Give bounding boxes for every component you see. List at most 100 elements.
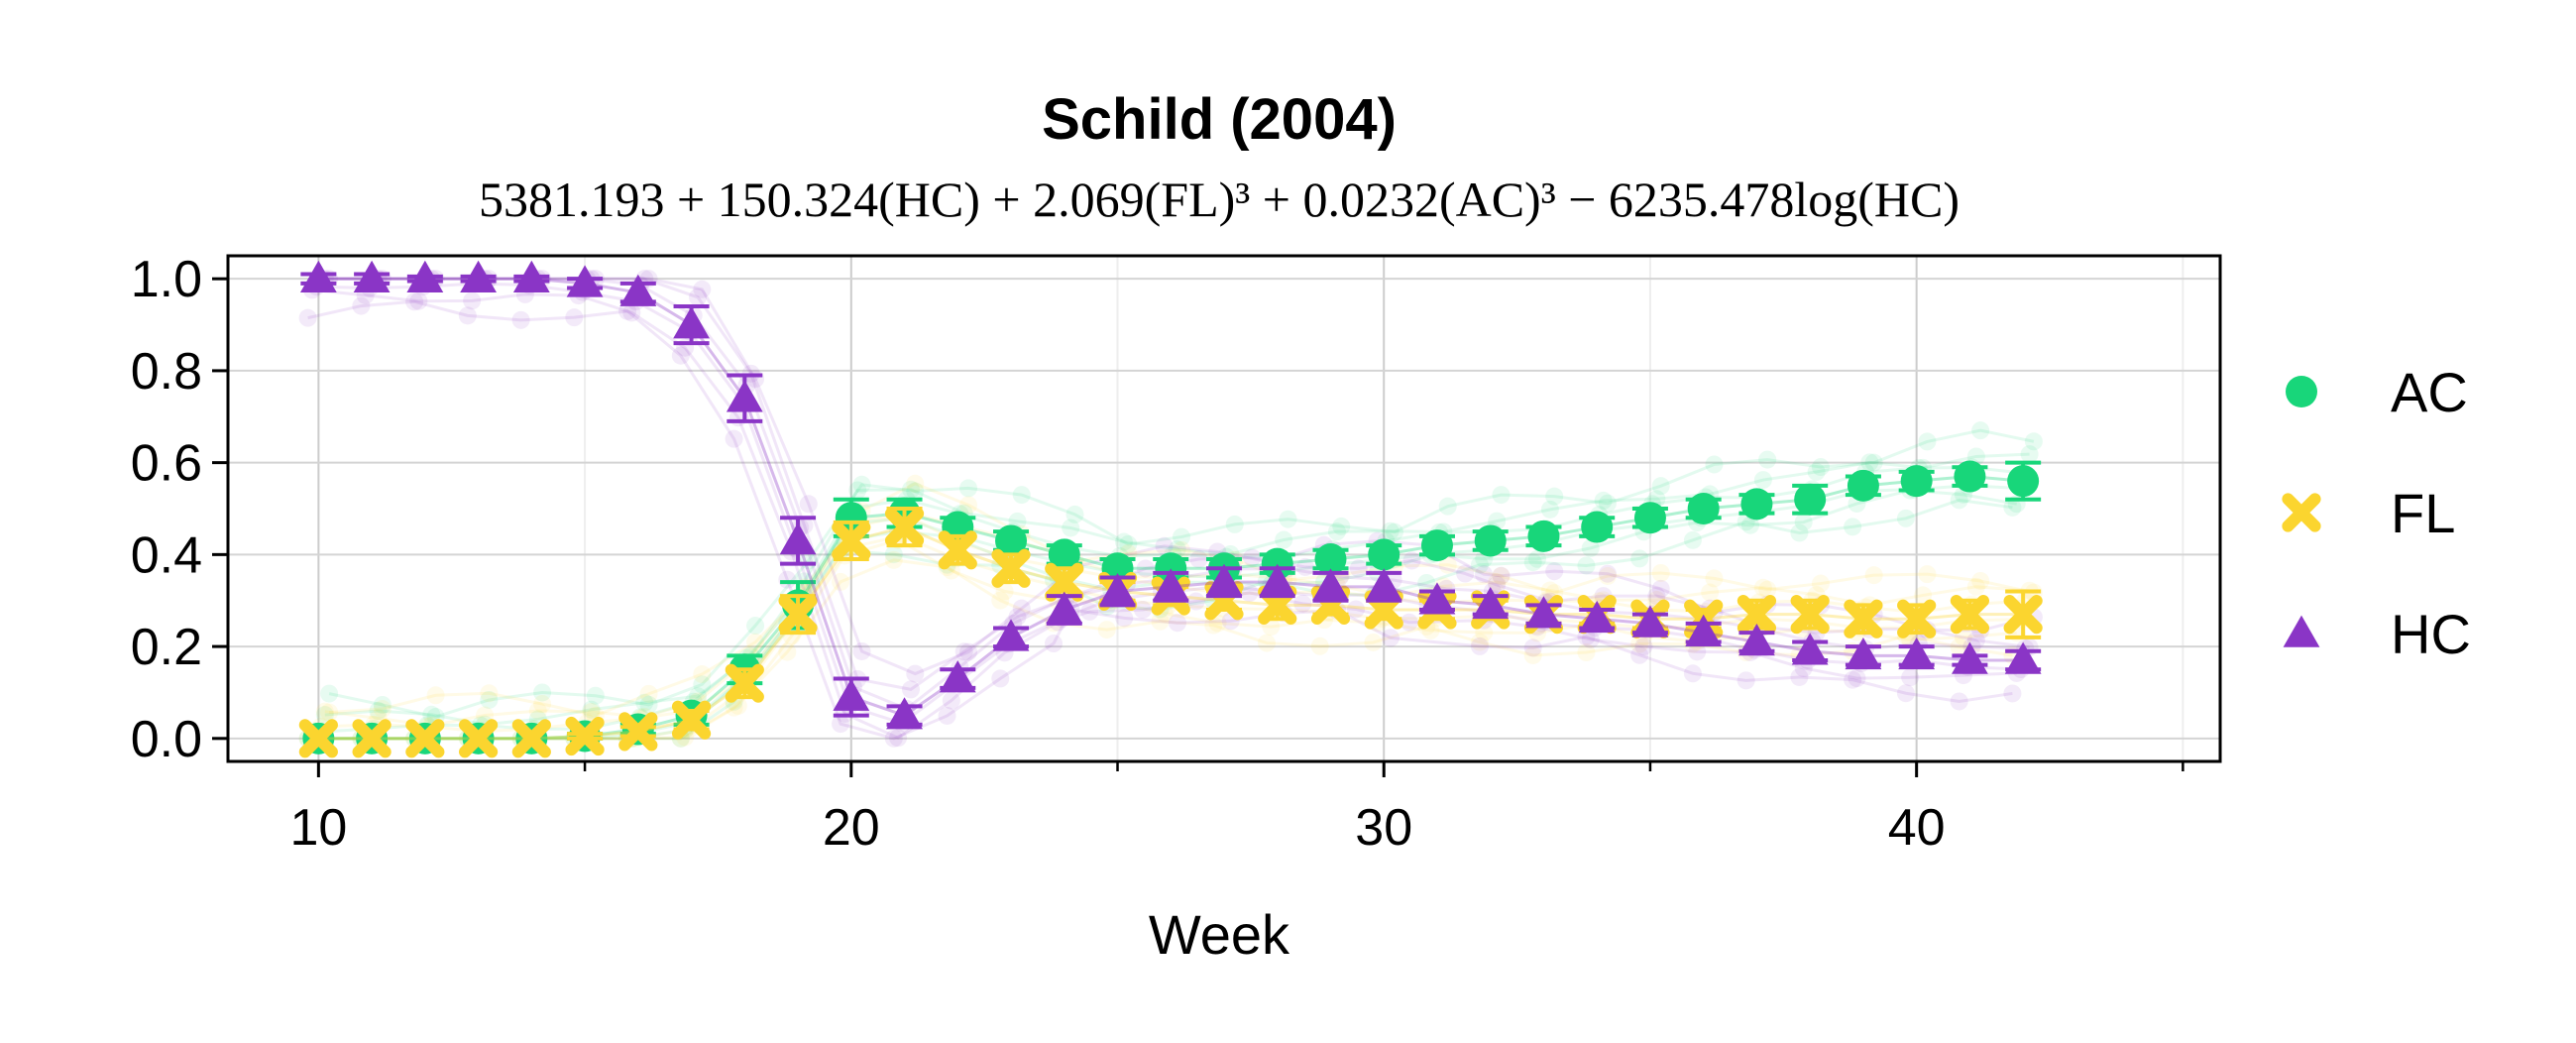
data-point: [1420, 529, 1453, 562]
background-point: [1275, 530, 1293, 549]
data-point: [995, 524, 1028, 557]
background-point: [1119, 534, 1138, 553]
background-point: [938, 706, 956, 725]
background-point: [1753, 578, 1772, 597]
x-marker-stroke: [2282, 493, 2321, 532]
background-trace: [328, 428, 2035, 719]
data-point: [299, 260, 337, 292]
background-point: [1860, 453, 1879, 472]
background-point: [1545, 487, 1564, 506]
background-point: [959, 496, 978, 515]
background-point: [1523, 645, 1542, 664]
background-point: [1844, 518, 1862, 536]
background-point: [1470, 633, 1489, 651]
background-point: [463, 291, 482, 310]
data-point: [1633, 502, 1666, 534]
data-point: [1738, 624, 1775, 656]
background-point: [422, 705, 441, 724]
background-point: [1417, 573, 1436, 592]
x-axis-label: Week: [1149, 903, 1290, 966]
x-marker-stroke: [938, 530, 977, 570]
data-point: [1578, 600, 1616, 634]
background-point: [1864, 453, 1883, 472]
background-point: [1492, 486, 1511, 505]
x-marker-stroke: [991, 548, 1031, 588]
background-point: [746, 617, 765, 636]
x-marker-stroke: [565, 716, 605, 756]
background-point: [320, 703, 339, 722]
background-point: [1523, 638, 1542, 657]
background-point: [373, 700, 392, 719]
data-point: [1950, 595, 1990, 635]
x-marker-stroke: [1950, 595, 1990, 635]
background-point: [1758, 450, 1777, 469]
background-point: [1630, 645, 1649, 664]
data-point: [832, 521, 871, 561]
x-tick-label: 10: [289, 799, 347, 857]
data-point: [1687, 493, 1720, 524]
background-point: [1186, 592, 1205, 611]
data-point: [992, 619, 1030, 651]
background-point: [778, 642, 797, 661]
background-point: [1577, 556, 1596, 575]
background-point: [1753, 471, 1772, 490]
background-point: [1438, 497, 1457, 516]
x-marker-stroke: [832, 521, 871, 561]
background-point: [1918, 432, 1937, 451]
data-point: [1794, 483, 1827, 516]
background-point: [991, 591, 1010, 610]
background-point: [1844, 670, 1862, 689]
data-point: [1631, 605, 1669, 637]
x-marker-stroke: [2003, 595, 2043, 635]
background-point: [582, 703, 601, 722]
data-point: [1048, 538, 1080, 571]
data-point: [618, 712, 658, 752]
background-point: [906, 482, 925, 501]
background-point: [533, 683, 552, 702]
background-point: [298, 308, 317, 327]
data-point: [884, 507, 925, 547]
background-point: [852, 641, 871, 660]
data-point: [1365, 568, 1402, 601]
background-point: [1204, 616, 1223, 635]
background-point: [1966, 577, 1985, 596]
data-point: [1205, 563, 1243, 596]
background-point: [1332, 517, 1351, 535]
y-tick-label: 1.0: [131, 251, 202, 308]
background-point: [1114, 532, 1133, 551]
background-point: [693, 280, 712, 298]
background-point: [1385, 522, 1403, 541]
background-point: [1189, 550, 1208, 569]
background-point: [901, 680, 920, 699]
background-point: [1173, 527, 1191, 546]
background-point: [906, 664, 925, 683]
background-point: [533, 695, 552, 714]
background-point: [1470, 637, 1489, 655]
background-point: [1705, 569, 1724, 588]
series-hc: [299, 260, 2042, 730]
data-point: [460, 260, 497, 292]
data-point: [1897, 599, 1937, 638]
background-point: [954, 642, 973, 661]
x-marker-stroke: [1790, 595, 1830, 635]
background-point: [991, 669, 1010, 688]
background-point: [746, 370, 765, 389]
background-point: [1492, 566, 1511, 585]
background-point: [369, 702, 388, 721]
background-point: [671, 346, 690, 365]
data-point: [1261, 547, 1293, 580]
background-point: [1688, 642, 1707, 661]
background-point: [1683, 530, 1702, 549]
data-point: [565, 716, 605, 756]
background-point: [1012, 599, 1031, 618]
background-point: [1634, 637, 1653, 656]
data-point: [1474, 524, 1507, 557]
background-point: [2024, 432, 2043, 451]
y-tick-label: 0.2: [131, 619, 202, 676]
background-point: [1651, 563, 1670, 582]
background-point: [1651, 579, 1670, 598]
data-point: [1581, 511, 1614, 543]
background-point: [906, 474, 925, 493]
legend-marker-hc: [2283, 615, 2320, 647]
